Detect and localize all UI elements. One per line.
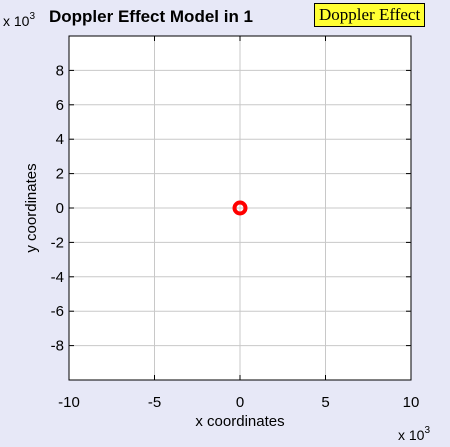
y-tick-label: 0 [56, 200, 64, 217]
x-tick-label: 10 [403, 394, 420, 411]
x-tick-label: -5 [148, 394, 161, 411]
y-axis-label: y coordinates [23, 163, 40, 252]
tick-marks [68, 36, 412, 380]
x-multiplier: x 103 [398, 425, 430, 443]
y-tick-label: 4 [56, 131, 64, 148]
grid-lines [69, 36, 411, 380]
y-tick-label: -4 [51, 269, 64, 286]
y-tick-label: 6 [56, 97, 64, 114]
x-tick-label: 0 [236, 394, 244, 411]
y-multiplier: x 103 [3, 11, 35, 29]
y-tick-label: 8 [56, 62, 64, 79]
y-tick-label: 2 [56, 166, 64, 183]
chart-title: Doppler Effect Model in 1 [49, 7, 253, 26]
y-tick-label: -6 [51, 303, 64, 320]
x-axis-label: x coordinates [195, 413, 284, 430]
y-tick-label: -2 [51, 234, 64, 251]
data-point [232, 200, 248, 216]
y-tick-label: -8 [51, 338, 64, 355]
tick-labels: -10 -5 0 5 10 -8 -6 -4 -2 0 2 4 6 8 [51, 62, 420, 411]
data-points [232, 200, 248, 216]
tooltip-doppler-effect: Doppler Effect [314, 3, 426, 27]
x-tick-label: -10 [58, 394, 80, 411]
x-tick-label: 5 [321, 394, 329, 411]
